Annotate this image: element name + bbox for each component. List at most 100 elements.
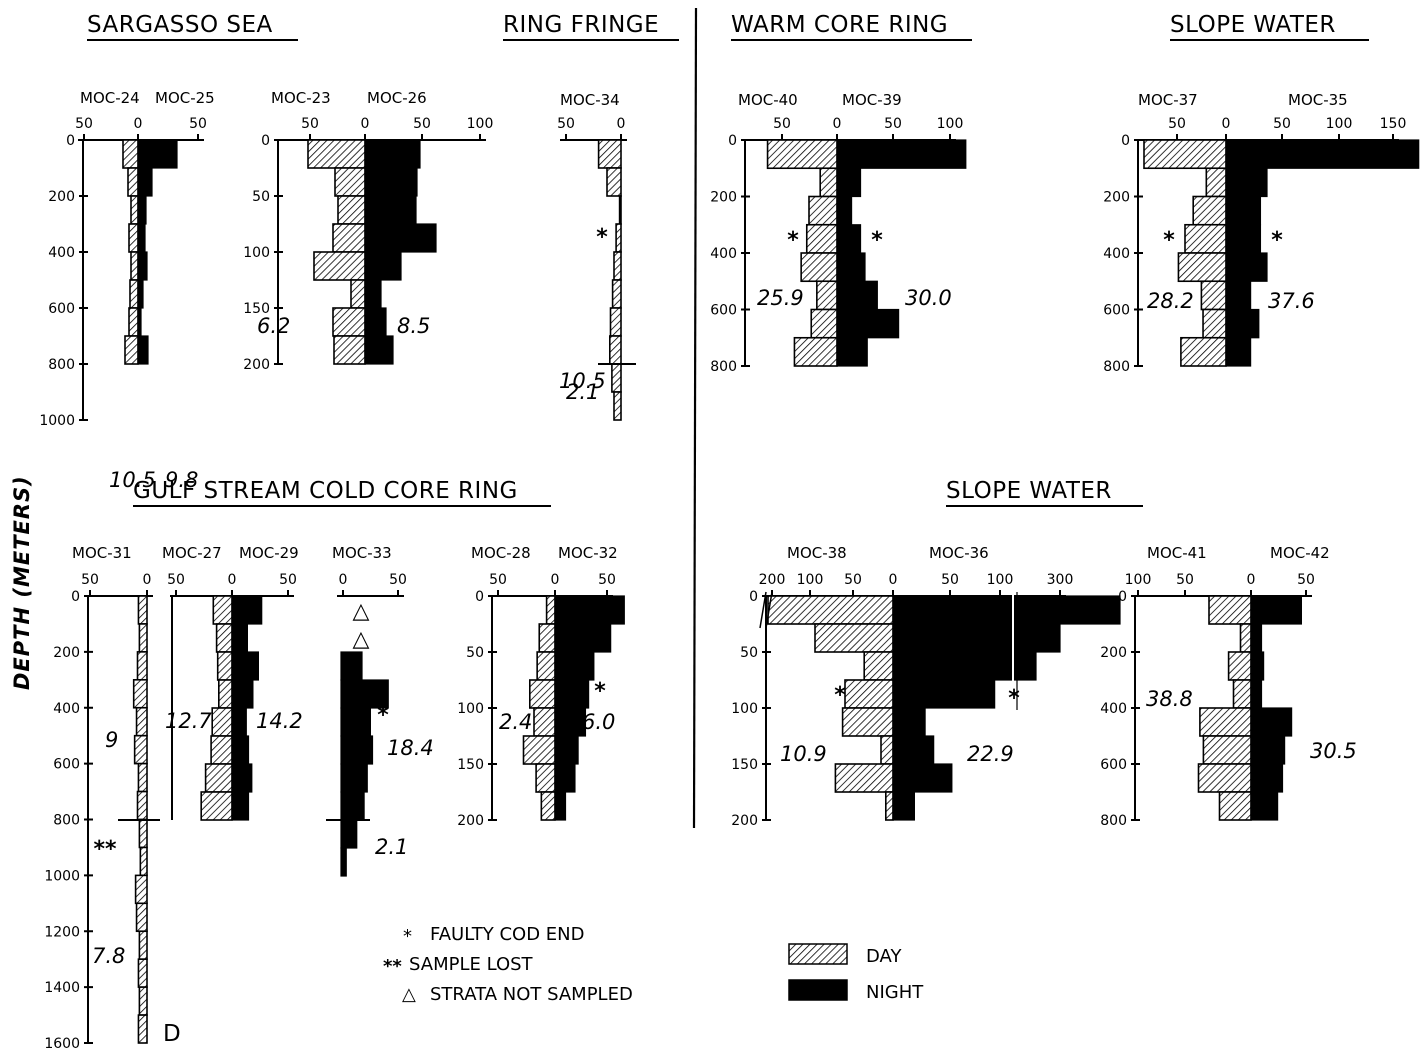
day-bar (766, 139, 838, 170)
region-title-ring-fringe: RING FRINGE (503, 12, 659, 38)
y-tick-label: 150 (731, 757, 758, 773)
y-tick-label: 800 (53, 813, 80, 829)
day-bar (210, 735, 233, 765)
night-bar (231, 763, 253, 793)
series-label-night: MOC-42 (1270, 544, 1330, 562)
day-bar (135, 706, 148, 737)
y-tick-label: 1200 (44, 924, 80, 940)
y-tick-label: 100 (457, 701, 484, 717)
series-label-night: MOC-39 (842, 91, 902, 109)
night-bar (554, 791, 567, 821)
y-tick-label: 600 (48, 301, 75, 317)
day-bar (133, 734, 148, 765)
night-bar (892, 623, 1061, 653)
day-total-label: 2.4 (499, 710, 532, 734)
faulty-cod-end-marker: * (787, 228, 799, 253)
day-bar (132, 679, 148, 709)
day-bar (135, 902, 148, 933)
night-bar (364, 307, 387, 337)
day-bar (1202, 308, 1227, 339)
day-bar (819, 167, 838, 198)
night-bar (554, 651, 595, 681)
day-bar (333, 335, 366, 365)
y-tick-label: 0 (728, 133, 737, 149)
night-bar (554, 735, 579, 765)
region-title-slope-water-bottom: SLOPE WATER (946, 478, 1112, 504)
x-tick-label: 0 (833, 116, 842, 132)
night-bar (836, 195, 853, 226)
night-bar (364, 251, 402, 281)
faulty-cod-end-marker: * (834, 683, 846, 708)
day-bar (536, 651, 556, 681)
series-label-day: MOC-28 (471, 544, 531, 562)
night-bar (137, 223, 146, 253)
night-bar (554, 707, 587, 737)
panel-8: 50 0 50 MOC-28 MOC-32 0 50 100 150 200 2.4 6.0 (457, 544, 625, 829)
night-bar (137, 251, 148, 281)
day-bar (1199, 707, 1252, 737)
day-bar (332, 307, 366, 337)
series-label-night: MOC-26 (367, 89, 427, 107)
day-bar (538, 623, 556, 653)
day-bar (1208, 595, 1252, 625)
lower-total-label: 7.8 (92, 944, 125, 968)
y-tick-label: 1600 (44, 1036, 80, 1052)
day-bar (211, 707, 233, 737)
day-bar (834, 763, 894, 793)
y-tick-label: 100 (731, 701, 758, 717)
x-tick-label: 50 (75, 116, 93, 132)
faulty-cod-end-marker: * (871, 228, 883, 253)
day-bar (1177, 252, 1227, 283)
region-divider (692, 7, 698, 829)
day-bar (800, 252, 838, 283)
x-tick-label: 100 (937, 116, 964, 132)
x-tick-label: 0 (228, 572, 237, 588)
night-bar (231, 595, 263, 625)
day-bar (129, 279, 139, 309)
day-bar (307, 139, 366, 169)
night-bar (137, 307, 142, 337)
series-label-night: MOC-35 (1288, 91, 1348, 109)
legend-day-label: DAY (866, 946, 902, 967)
night-bar (231, 707, 247, 737)
x-tick-label: 50 (301, 116, 319, 132)
night-total-label: 30.0 (905, 286, 952, 310)
day-total-label: 10.5 (109, 468, 156, 492)
x-tick-label: 100 (467, 116, 494, 132)
night-bar (1225, 252, 1268, 282)
y-tick-label: 400 (1103, 246, 1130, 262)
night-bar (231, 679, 254, 709)
faulty-cod-end-marker: * (1163, 228, 1175, 253)
day-bar (130, 251, 139, 281)
y-tick-label: 0 (66, 133, 75, 149)
night-total-label: 30.5 (1310, 739, 1357, 763)
day-bar (1202, 735, 1252, 765)
night-bar (1250, 595, 1303, 625)
day-bar (611, 279, 622, 309)
night-bar (554, 763, 576, 793)
night-total-label: 18.4 (387, 736, 434, 760)
region-title-warm-core-ring: WARM CORE RING (731, 12, 948, 38)
panel-6: 50 0 50 MOC-27 MOC-29 12.7 14.2 (162, 544, 303, 821)
night-bar (836, 224, 862, 254)
day-bar (528, 679, 556, 709)
y-tick-label: 200 (710, 190, 737, 206)
faulty-cod-end-marker: * (1271, 228, 1283, 253)
day-bar (1180, 336, 1227, 367)
strata-not-sampled-marker: △ (353, 627, 370, 652)
day-bar (138, 930, 148, 960)
day-bar (884, 791, 894, 821)
day-bar (611, 363, 622, 393)
legend-faulty-symbol: * (403, 926, 412, 947)
x-tick-label: 50 (167, 572, 185, 588)
day-bar (350, 279, 366, 309)
x-tick-label: 0 (361, 116, 370, 132)
day-bar (606, 167, 622, 197)
y-tick-label: 100 (243, 245, 270, 261)
series-label-night: MOC-36 (929, 544, 989, 562)
day-bar (216, 651, 233, 681)
night-bar (340, 651, 363, 681)
night-bar (1250, 791, 1279, 821)
x-tick-label: 100 (1125, 572, 1152, 588)
day-bar (138, 623, 148, 653)
